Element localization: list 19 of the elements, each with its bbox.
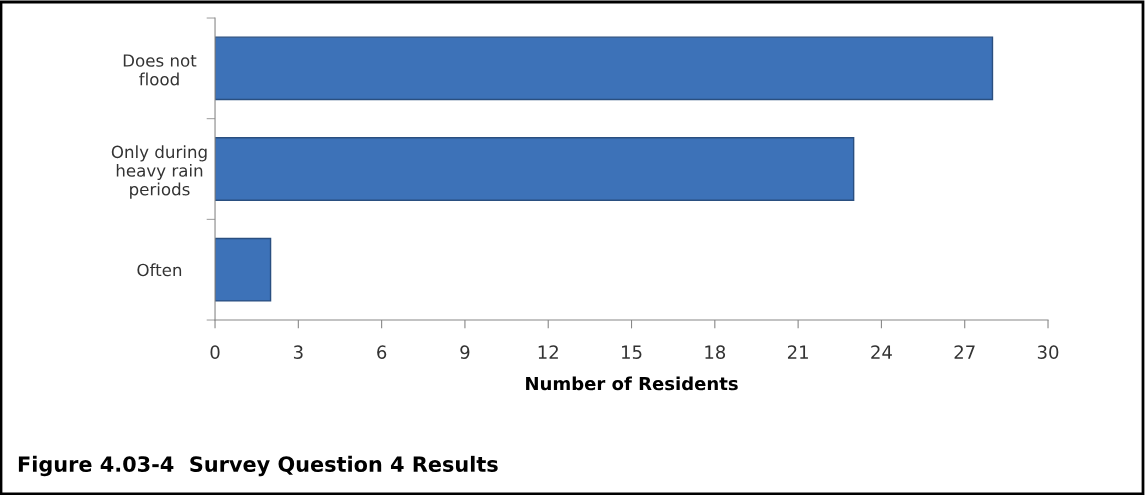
x-tick-label: 18 bbox=[705, 345, 726, 359]
bar bbox=[215, 237, 272, 302]
x-tick-label: 12 bbox=[538, 345, 558, 359]
x-axis-title: Number of Residents bbox=[526, 376, 738, 391]
caption: Figure 4.03-4 Survey Question 4 Results bbox=[18, 455, 498, 477]
x-tick-label: 30 bbox=[1037, 345, 1059, 359]
bar bbox=[215, 36, 994, 101]
x-tick-label: 3 bbox=[293, 345, 303, 359]
x-tick-label: 9 bbox=[460, 345, 470, 359]
x-tick-label: 27 bbox=[954, 345, 975, 359]
y-tick-label: Often bbox=[137, 263, 182, 277]
bar bbox=[215, 137, 855, 201]
x-tick-label: 24 bbox=[871, 345, 892, 359]
x-tick-label: 15 bbox=[622, 345, 642, 359]
x-tick-label: 6 bbox=[377, 345, 387, 359]
x-tick-label: 0 bbox=[210, 345, 220, 359]
x-tick-label: 21 bbox=[787, 345, 808, 359]
y-tick-label: Does not flood bbox=[123, 54, 197, 86]
y-tick-label: Only during heavy rain periods bbox=[111, 145, 207, 199]
